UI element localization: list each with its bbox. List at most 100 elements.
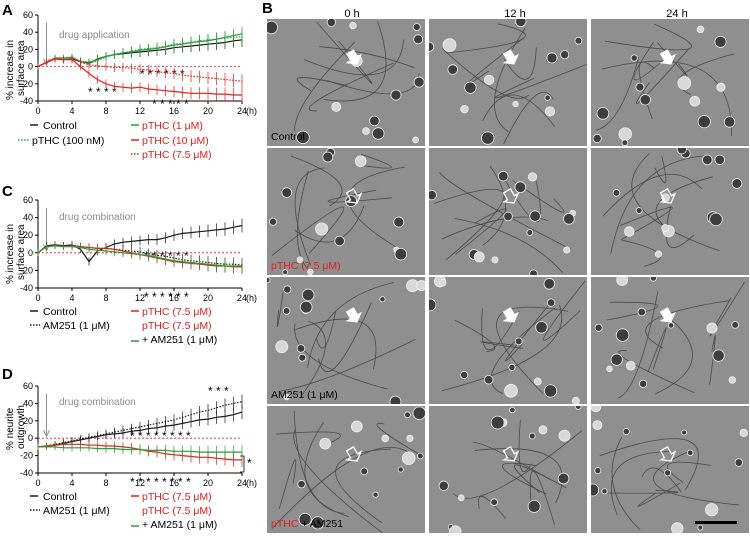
x-tick-label-d-12: 12 bbox=[135, 478, 145, 488]
panel-letter-d: D bbox=[2, 366, 13, 383]
neurite bbox=[478, 496, 507, 519]
cell-body bbox=[401, 451, 416, 465]
neurite bbox=[653, 449, 740, 506]
stars-d-mid: * * * * * * * * bbox=[130, 429, 191, 443]
legend-a-label-0: Control bbox=[43, 120, 77, 132]
neurite bbox=[606, 301, 659, 321]
cell-body bbox=[594, 323, 603, 332]
micrograph-r2-c1 bbox=[429, 277, 587, 404]
x-tick-label-d-16: 16 bbox=[169, 478, 179, 488]
cell-body bbox=[706, 322, 718, 334]
open-arrow-icon bbox=[659, 187, 677, 204]
neurite bbox=[621, 239, 661, 267]
cell-body bbox=[592, 420, 603, 431]
cell-body bbox=[625, 360, 636, 371]
x-tick-label-c-8: 8 bbox=[103, 293, 108, 303]
cell-body bbox=[667, 322, 675, 329]
neurite bbox=[654, 319, 693, 395]
neurite bbox=[319, 46, 415, 69]
neurite bbox=[294, 41, 356, 132]
cell-body bbox=[594, 467, 602, 475]
y-tick-label-c--40: -40 bbox=[20, 283, 33, 293]
charts-svg: A C D % increase in surface area % incre… bbox=[2, 2, 257, 531]
cell-body bbox=[574, 36, 583, 45]
cell-body bbox=[671, 522, 684, 533]
cell-body bbox=[509, 406, 516, 414]
neurite bbox=[294, 205, 365, 243]
cell-body bbox=[282, 269, 289, 275]
ylabel-a-line2: surface area bbox=[16, 40, 27, 96]
stars-d-top: * * * bbox=[208, 384, 229, 398]
cell-body bbox=[624, 226, 635, 237]
cell-body bbox=[527, 172, 538, 182]
cell-body bbox=[283, 285, 292, 294]
x-tick-label-c-24: 24 bbox=[237, 293, 247, 303]
cell-body bbox=[654, 250, 663, 258]
neurite bbox=[308, 62, 394, 112]
cell-body bbox=[311, 516, 325, 530]
x-tick-label-d-4: 4 bbox=[69, 478, 74, 488]
neurite bbox=[441, 304, 563, 392]
drug-arrowhead-d bbox=[43, 429, 50, 438]
neurite bbox=[376, 423, 425, 458]
neurite bbox=[304, 422, 349, 518]
neurite bbox=[602, 60, 732, 136]
cell-body bbox=[601, 488, 608, 495]
neurite bbox=[293, 428, 383, 533]
cell-body bbox=[723, 116, 736, 128]
filled-arrow-icon bbox=[659, 307, 676, 323]
cell-body bbox=[686, 449, 694, 457]
cell-body bbox=[296, 256, 304, 263]
cell-body bbox=[416, 280, 425, 292]
x-tick-label-c-20: 20 bbox=[203, 293, 213, 303]
open-arrow-icon bbox=[502, 187, 520, 204]
neurite bbox=[602, 173, 702, 217]
legend-d: Control pTHC (7.5 μM) AM251 (1 μM) pTHC … bbox=[30, 491, 217, 531]
neurite bbox=[294, 167, 325, 266]
cell-body bbox=[379, 296, 386, 303]
micrograph-r0-c0: Control bbox=[267, 19, 425, 146]
cell-body bbox=[612, 189, 621, 197]
cell-body bbox=[301, 288, 315, 302]
neurite bbox=[455, 208, 507, 255]
x-unit-c: (h) bbox=[246, 293, 257, 303]
cell-image bbox=[438, 406, 583, 533]
cell-image bbox=[267, 277, 425, 404]
neurite bbox=[327, 189, 392, 203]
row-label-black: + AM251 bbox=[298, 518, 344, 530]
micrograph-r1-c0: pTHC (7.5 μM) bbox=[267, 148, 425, 275]
cell-body bbox=[515, 19, 527, 28]
neurite bbox=[272, 446, 413, 528]
cell-body bbox=[429, 41, 435, 52]
x-tick-label-d-8: 8 bbox=[103, 478, 108, 488]
row-label-1: pTHC (7.5 μM) bbox=[271, 260, 341, 272]
cell-image bbox=[429, 19, 587, 145]
neurite bbox=[271, 206, 345, 256]
open-arrow-icon bbox=[345, 187, 363, 204]
cell-body bbox=[404, 411, 411, 419]
cell-body bbox=[560, 50, 570, 60]
cell-body bbox=[447, 64, 458, 75]
neurite bbox=[635, 48, 690, 104]
neurite bbox=[518, 419, 532, 473]
cell-body bbox=[649, 277, 657, 282]
cell-body bbox=[390, 89, 402, 101]
neurite bbox=[633, 41, 670, 81]
neurite bbox=[617, 291, 659, 399]
neurite bbox=[290, 155, 343, 207]
cell-body bbox=[497, 170, 509, 182]
legend-a: Control pTHC (1 μM) pTHC (100 nM) pTHC (… bbox=[18, 120, 212, 161]
cell-body bbox=[575, 406, 582, 410]
cell-body bbox=[697, 115, 711, 129]
y-tick-label-c-40: 40 bbox=[23, 213, 33, 223]
neurite bbox=[278, 459, 297, 509]
cell-body bbox=[563, 246, 571, 254]
x-tick-label-c-0: 0 bbox=[35, 293, 40, 303]
cell-body bbox=[728, 376, 736, 384]
y-tick-label-a-40: 40 bbox=[23, 27, 33, 37]
neurite bbox=[665, 205, 695, 248]
x-tick-label-d-20: 20 bbox=[203, 478, 213, 488]
cell-body bbox=[483, 375, 494, 385]
cell-body bbox=[606, 365, 613, 373]
neurite bbox=[324, 21, 387, 102]
